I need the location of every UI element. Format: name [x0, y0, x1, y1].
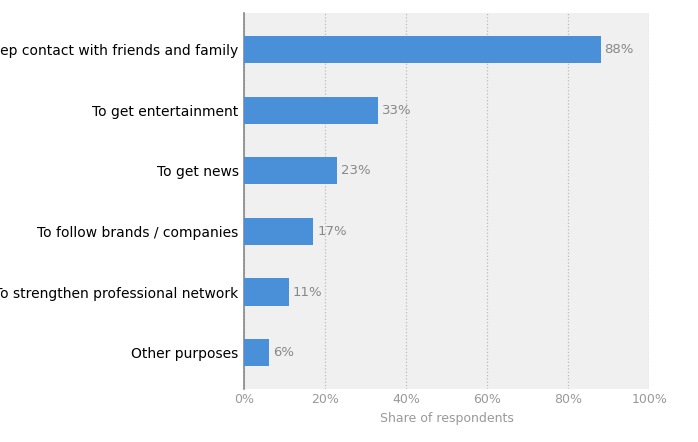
Bar	[244, 157, 337, 184]
Text: 33%: 33%	[382, 104, 412, 117]
Text: 17%: 17%	[317, 225, 347, 238]
Bar	[244, 36, 600, 63]
X-axis label: Share of respondents: Share of respondents	[380, 412, 514, 425]
Text: 88%: 88%	[604, 43, 634, 56]
Text: 11%: 11%	[293, 286, 322, 298]
Bar	[244, 218, 313, 245]
Bar	[244, 278, 289, 305]
Bar	[244, 339, 269, 366]
Text: 6%: 6%	[273, 346, 294, 359]
Bar	[244, 97, 378, 124]
Text: 23%: 23%	[341, 164, 371, 177]
